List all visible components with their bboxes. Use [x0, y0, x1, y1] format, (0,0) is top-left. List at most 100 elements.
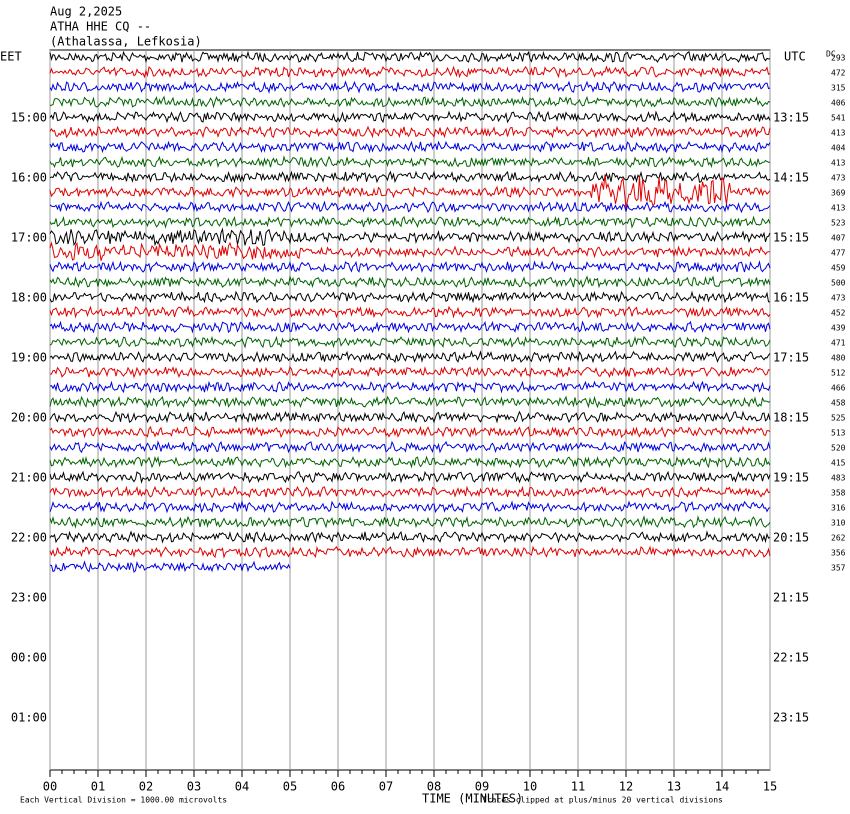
trace: [49, 485, 771, 499]
dc-label: DC: [826, 50, 836, 59]
right-hour-label: 23:15: [773, 711, 809, 725]
right-hour-label: 19:15: [773, 471, 809, 485]
dc-value: 452: [831, 309, 846, 318]
x-tick-label: 03: [187, 780, 201, 794]
trace: [49, 560, 291, 573]
dc-value: 293: [831, 54, 846, 63]
x-tick-label: 10: [523, 780, 537, 794]
trace: [49, 515, 771, 529]
dc-value: 480: [831, 354, 846, 363]
right-zone: UTC: [784, 50, 806, 64]
trace: [49, 380, 771, 394]
trace: [49, 350, 771, 364]
right-hour-label: 21:15: [773, 591, 809, 605]
dc-value: 483: [831, 474, 846, 483]
left-hour-label: 18:00: [11, 291, 47, 305]
dc-value: 541: [831, 114, 846, 123]
x-axis-label: TIME (MINUTES): [422, 792, 523, 806]
dc-value: 458: [831, 399, 846, 408]
dc-value: 439: [831, 324, 846, 333]
trace: [49, 530, 771, 544]
left-hour-label: 16:00: [11, 171, 47, 185]
trace: [49, 227, 771, 247]
trace: [49, 200, 771, 214]
right-hour-label: 16:15: [773, 291, 809, 305]
trace: [49, 275, 771, 289]
clip-note: Traces clipped at plus/minus 20 vertical…: [482, 796, 723, 805]
dc-value: 358: [831, 489, 846, 498]
x-tick-label: 12: [619, 780, 633, 794]
left-zone: EET: [0, 50, 22, 64]
right-hour-label: 18:15: [773, 411, 809, 425]
trace: [49, 425, 771, 439]
dc-value: 316: [831, 504, 846, 513]
dc-value: 262: [831, 534, 846, 543]
dc-value: 315: [831, 84, 846, 93]
trace: [49, 174, 771, 209]
x-tick-label: 07: [379, 780, 393, 794]
dc-value: 473: [831, 294, 846, 303]
trace: [49, 365, 771, 379]
dc-value: 406: [831, 99, 846, 108]
x-tick-label: 06: [331, 780, 345, 794]
dc-value: 513: [831, 429, 846, 438]
dc-value: 525: [831, 414, 846, 423]
dc-value: 472: [831, 69, 846, 78]
trace: [49, 320, 771, 334]
right-hour-label: 14:15: [773, 171, 809, 185]
right-hour-label: 15:15: [773, 231, 809, 245]
scale-note: Each Vertical Division = 1000.00 microvo…: [20, 796, 227, 805]
trace: [49, 545, 771, 559]
plot-frame: [49, 49, 771, 771]
right-hour-label: 17:15: [773, 351, 809, 365]
dc-value: 512: [831, 369, 846, 378]
trace: [49, 470, 771, 484]
dc-value: 369: [831, 189, 846, 198]
header-station: ATHA HHE CQ --: [50, 20, 151, 34]
x-tick-label: 08: [427, 780, 441, 794]
left-hour-label: 22:00: [11, 531, 47, 545]
trace: [49, 335, 771, 349]
x-tick-label: 02: [139, 780, 153, 794]
x-tick-label: 00: [43, 780, 57, 794]
dc-value: 500: [831, 279, 846, 288]
left-hour-label: 15:00: [11, 111, 47, 125]
dc-value: 413: [831, 159, 846, 168]
trace: [49, 50, 771, 64]
trace: [49, 290, 771, 304]
trace: [49, 95, 771, 109]
left-hour-label: 20:00: [11, 411, 47, 425]
dc-value: 471: [831, 339, 846, 348]
dc-value: 459: [831, 264, 846, 273]
dc-value: 473: [831, 174, 846, 183]
x-tick-label: 11: [571, 780, 585, 794]
left-hour-label: 17:00: [11, 231, 47, 245]
trace: [49, 395, 771, 409]
dc-value: 413: [831, 204, 846, 213]
dc-value: 356: [831, 549, 846, 558]
dc-value: 310: [831, 519, 846, 528]
left-hour-label: 19:00: [11, 351, 47, 365]
header-date: Aug 2,2025: [50, 5, 122, 19]
dc-value: 407: [831, 234, 846, 243]
dc-value: 404: [831, 144, 846, 153]
trace: [49, 241, 771, 261]
x-tick-label: 05: [283, 780, 297, 794]
dc-value: 523: [831, 219, 846, 228]
left-hour-label: 21:00: [11, 471, 47, 485]
trace: [49, 65, 771, 79]
left-hour-label: 23:00: [11, 591, 47, 605]
dc-value: 415: [831, 459, 846, 468]
trace: [49, 440, 771, 454]
dc-value: 520: [831, 444, 846, 453]
trace: [49, 110, 771, 124]
x-tick-label: 01: [91, 780, 105, 794]
trace: [49, 499, 771, 514]
right-hour-label: 22:15: [773, 651, 809, 665]
x-tick-label: 04: [235, 780, 249, 794]
dc-value: 357: [831, 564, 846, 573]
right-hour-label: 20:15: [773, 531, 809, 545]
trace: [49, 170, 771, 184]
trace: [49, 410, 771, 424]
